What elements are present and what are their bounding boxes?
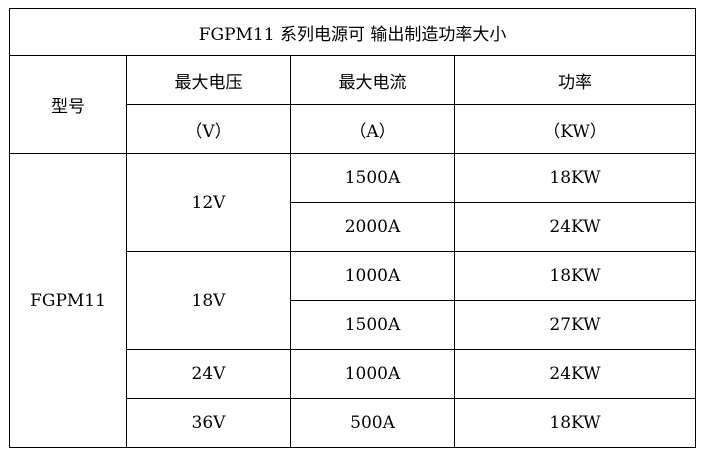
voltage-cell: 36V	[126, 398, 291, 448]
current-cell: 500A	[290, 398, 455, 448]
power-cell: 18KW	[453, 153, 697, 203]
power-cell: 24KW	[453, 349, 697, 399]
current-cell: 1000A	[290, 349, 455, 399]
unit-power: （KW）	[453, 104, 697, 154]
table-row: 24V 1000A 24KW	[10, 349, 697, 399]
current-cell: 2000A	[290, 202, 455, 252]
current-cell: 1500A	[290, 153, 455, 203]
unit-current: （A）	[290, 104, 455, 154]
voltage-cell: 12V	[126, 153, 291, 252]
header-max-current: 最大电流	[290, 55, 455, 105]
table-row: 18V 1000A 18KW	[10, 251, 697, 350]
table-row: 1500A 27KW	[10, 300, 697, 350]
table-title: FGPM11 系列电源可 输出制造功率大小	[8, 8, 697, 56]
current-cell: 1500A	[290, 300, 455, 350]
header-row: 型号 最大电压 最大电流 功率	[9, 55, 697, 154]
header-model: 型号	[9, 55, 127, 154]
power-cell: 24KW	[453, 202, 697, 252]
voltage-cell: 24V	[126, 349, 291, 399]
model-cell: FGPM11	[9, 153, 127, 448]
table-row: 2000A 24KW	[10, 202, 697, 252]
power-spec-table: FGPM11 系列电源可 输出制造功率大小 型号 最大电压 最大电流 功率 （V…	[8, 8, 697, 448]
unit-row: （V） （A） （KW）	[10, 104, 697, 154]
power-cell: 18KW	[453, 251, 697, 301]
table-row: 36V 500A 18KW	[10, 398, 697, 448]
table-row: FGPM11 12V 1500A 18KW	[9, 153, 697, 448]
power-cell: 27KW	[453, 300, 697, 350]
header-max-voltage: 最大电压	[126, 55, 291, 105]
header-power: 功率	[453, 55, 697, 105]
voltage-cell: 18V	[126, 251, 291, 350]
power-cell: 18KW	[453, 398, 697, 448]
title-row: FGPM11 系列电源可 输出制造功率大小	[8, 8, 697, 56]
current-cell: 1000A	[290, 251, 455, 301]
unit-voltage: （V）	[126, 104, 291, 154]
